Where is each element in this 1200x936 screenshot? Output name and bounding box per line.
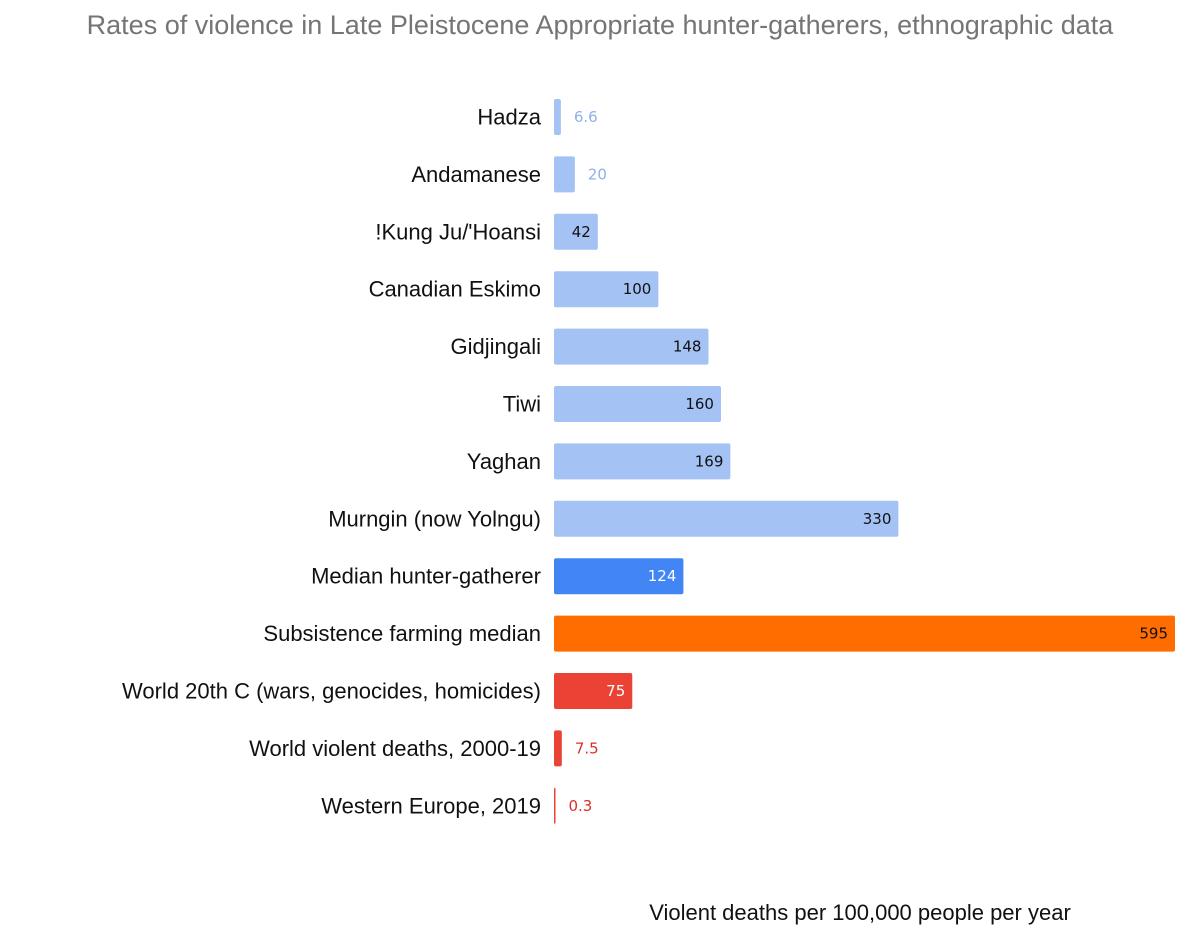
value-label: 42 (572, 223, 591, 241)
value-label: 330 (863, 510, 892, 528)
bar (554, 673, 633, 709)
bar (554, 615, 1175, 652)
bar (554, 271, 659, 308)
value-label: 100 (623, 280, 652, 298)
value-label: 7.5 (575, 739, 599, 757)
category-label: Subsistence farming median (263, 621, 541, 646)
category-label: !Kung Ju/'Hoansi (375, 219, 541, 244)
category-label: Western Europe, 2019 (321, 793, 541, 818)
value-label: 148 (673, 338, 702, 356)
value-label: 160 (685, 395, 714, 413)
bar (554, 99, 561, 135)
value-label: 6.6 (574, 108, 598, 126)
category-label: Canadian Eskimo (369, 277, 541, 302)
category-label: Gidjingali (451, 334, 542, 359)
category-label: World 20th C (wars, genocides, homicides… (122, 679, 541, 704)
value-label: 595 (1139, 625, 1168, 643)
category-label: Yaghan (467, 449, 541, 474)
bar (554, 787, 556, 824)
bar (554, 730, 562, 767)
bar (554, 156, 575, 193)
category-label: Hadza (477, 105, 541, 130)
bar (554, 213, 598, 250)
chart-title: Rates of violence in Late Pleistocene Ap… (86, 10, 1114, 40)
category-label: Andamanese (411, 162, 541, 187)
value-label: 124 (648, 567, 677, 585)
bar (554, 558, 684, 595)
x-axis-label: Violent deaths per 100,000 people per ye… (649, 900, 1071, 925)
value-label: 169 (695, 452, 724, 470)
category-label: Median hunter-gatherer (311, 564, 541, 589)
category-label: Murngin (now Yolngu) (328, 506, 541, 531)
bar (554, 500, 899, 537)
category-label: Tiwi (503, 392, 541, 417)
value-label: 0.3 (569, 797, 593, 815)
bar (554, 443, 731, 480)
bar (554, 386, 721, 422)
value-label: 20 (588, 165, 607, 183)
value-label: 75 (606, 682, 625, 700)
category-label: World violent deaths, 2000-19 (249, 736, 541, 761)
bar (554, 328, 709, 365)
